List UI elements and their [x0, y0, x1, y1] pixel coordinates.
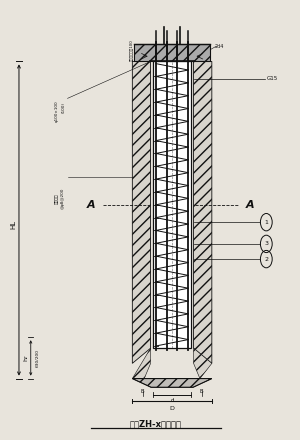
Text: @φ8@200: @φ8@200 — [61, 187, 65, 209]
Polygon shape — [194, 62, 212, 363]
Polygon shape — [194, 348, 212, 378]
Polygon shape — [132, 62, 151, 363]
Text: (100): (100) — [61, 102, 65, 113]
Text: HL: HL — [11, 220, 17, 229]
Text: G15: G15 — [266, 76, 278, 81]
Text: 桩层ZH-x配筋大样: 桩层ZH-x配筋大样 — [130, 420, 182, 429]
Polygon shape — [132, 378, 212, 387]
Text: A: A — [246, 200, 254, 210]
Text: hr: hr — [24, 355, 29, 361]
Polygon shape — [153, 62, 191, 348]
Text: A: A — [87, 200, 95, 210]
Text: 螺旋箍筋: 螺旋箍筋 — [55, 193, 59, 204]
Polygon shape — [134, 44, 210, 62]
Text: 2: 2 — [264, 257, 268, 262]
Text: B: B — [141, 389, 145, 394]
Text: 2d4: 2d4 — [214, 44, 224, 49]
Text: 630/200: 630/200 — [36, 349, 40, 367]
Text: φ100×100: φ100×100 — [55, 101, 59, 122]
Text: 1: 1 — [264, 220, 268, 225]
Text: B: B — [200, 389, 203, 394]
Polygon shape — [132, 348, 151, 378]
Text: D: D — [169, 407, 175, 411]
Text: 桩顶嵌入承台100: 桩顶嵌入承台100 — [129, 40, 133, 62]
Text: d: d — [170, 398, 174, 403]
Text: 3: 3 — [264, 242, 268, 246]
